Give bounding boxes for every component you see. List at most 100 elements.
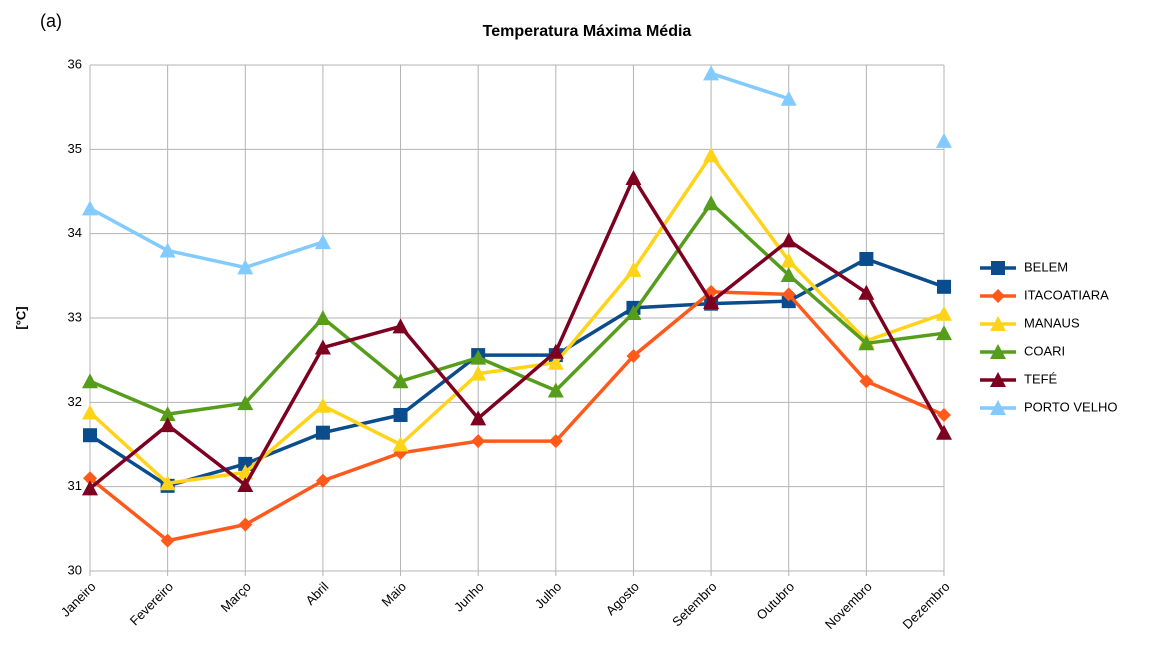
series [82,65,952,275]
marker [159,242,176,258]
marker [392,436,409,452]
marker [548,434,563,449]
marker [82,404,98,420]
marker [237,476,254,492]
marker [237,259,254,275]
marker [470,349,487,365]
marker [392,373,409,389]
marker [82,200,98,216]
marker [780,232,797,248]
y-tick-label: 33 [68,309,82,324]
marker [703,147,720,163]
marker [936,132,952,148]
marker [547,382,564,398]
marker [703,293,720,309]
series-line [88,153,945,486]
legend-label: COARI [1024,343,1065,358]
x-tick-label: Novembro [822,579,875,632]
marker [626,348,641,363]
marker [393,407,408,422]
marker [990,400,1006,415]
annotation: (a) [40,11,62,31]
legend-label: MANAUS [1024,315,1080,330]
y-tick-label: 34 [68,225,82,240]
marker [314,310,331,325]
marker [937,407,951,422]
legend-label: TEFÉ [1024,371,1058,386]
marker [159,417,176,433]
marker [315,473,330,488]
y-tick-label: 35 [68,141,82,156]
marker [991,289,1005,303]
x-tick-label: Abril [302,579,331,608]
marker [780,252,797,268]
marker [471,434,486,449]
marker [858,335,875,351]
legend-label: ITACOATIARA [1024,287,1109,302]
marker [159,406,176,422]
marker [237,395,254,411]
marker [547,343,564,359]
marker [781,287,796,302]
series-line [90,73,944,267]
marker [314,339,331,355]
y-tick-label: 32 [68,394,82,409]
y-tick-label: 30 [68,562,82,577]
marker [625,170,642,186]
chart-title: Temperatura Máxima Média [483,23,692,40]
x-tick-label: Agosto [603,579,642,618]
series-line [88,176,946,490]
marker [470,410,487,426]
marker [160,533,175,548]
marker [392,318,409,334]
marker [990,316,1006,331]
x-tick-label: Julho [532,579,565,612]
x-tick-label: Março [218,579,254,615]
marker [859,251,874,266]
x-tick-label: Janeiro [58,579,99,620]
marker [83,428,97,443]
series [82,195,952,422]
series-line [88,290,945,543]
marker [82,480,98,496]
series-line [89,257,945,488]
marker [937,279,951,294]
y-tick-label: 36 [68,56,82,71]
series-line [89,201,945,416]
legend-label: BELEM [1024,259,1068,274]
marker [990,372,1006,387]
marker [314,397,331,413]
marker [936,305,952,321]
marker [82,373,98,389]
x-tick-label: Maio [379,579,410,610]
marker [858,284,875,300]
marker [314,234,331,250]
marker [238,517,253,532]
marker [936,424,952,440]
marker [991,261,1005,275]
x-tick-label: Dezembro [900,579,953,632]
x-tick-label: Fevereiro [127,579,176,628]
marker [625,261,642,277]
marker [859,374,874,389]
marker [936,325,952,341]
marker [470,365,487,381]
x-tick-label: Setembro [669,579,719,629]
marker [315,425,330,440]
marker [780,90,797,106]
marker [83,471,97,486]
marker [780,266,797,282]
series [82,170,952,496]
marker [625,304,642,320]
marker [703,195,720,211]
series [82,147,952,491]
x-tick-label: Outubro [753,579,797,623]
marker [990,344,1006,359]
y-tick-label: 31 [68,478,82,493]
marker [703,65,720,81]
series [83,284,951,548]
y-axis-label: [°C] [13,306,28,329]
x-tick-label: Junho [451,579,487,615]
